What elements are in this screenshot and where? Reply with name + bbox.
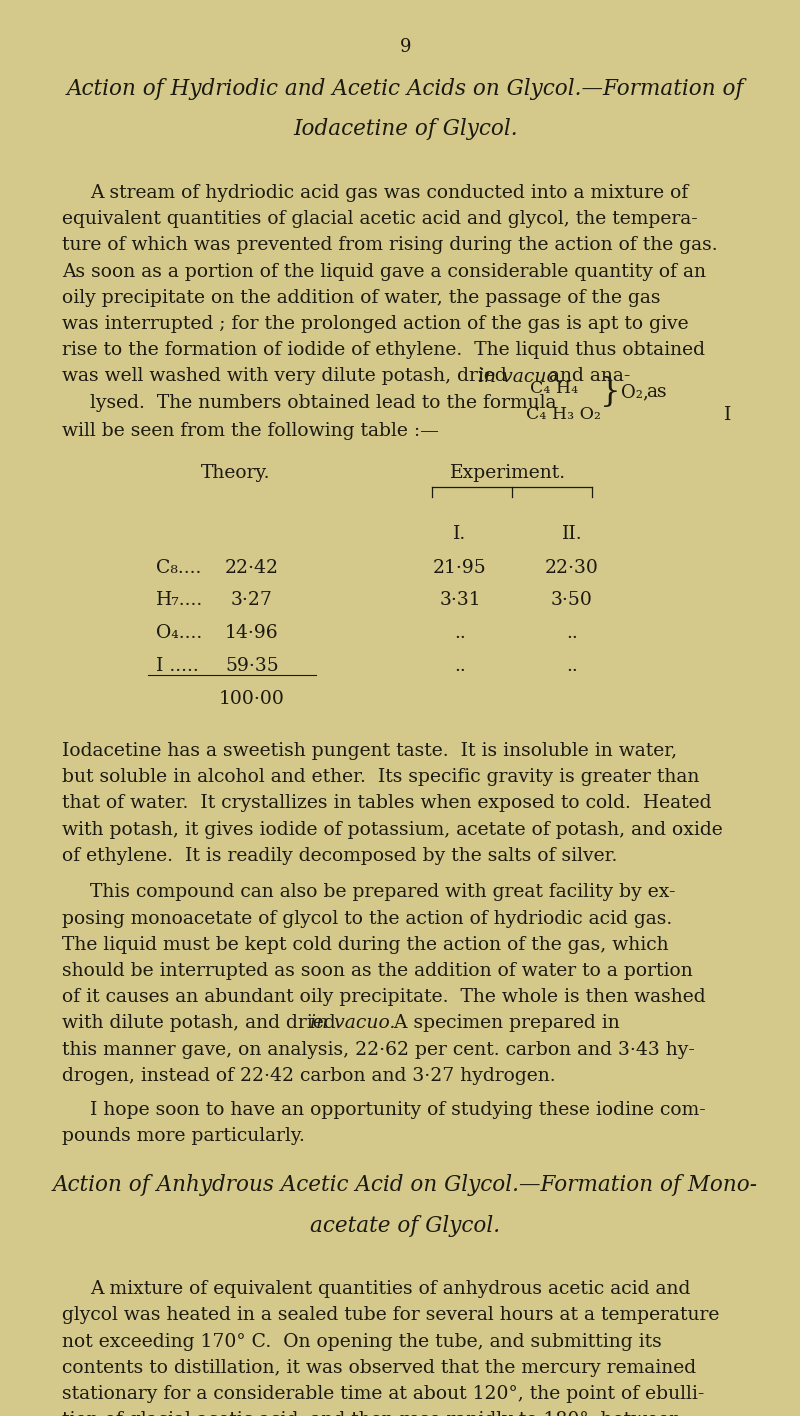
Text: of ethylene.  It is readily decomposed by the salts of silver.: of ethylene. It is readily decomposed by…: [62, 847, 618, 865]
Text: Action of Hydriodic and Acetic Acids on Glycol.—Formation of: Action of Hydriodic and Acetic Acids on …: [66, 78, 744, 101]
Text: II.: II.: [562, 524, 582, 542]
Text: ..: ..: [566, 624, 578, 641]
Text: I.: I.: [454, 524, 466, 542]
Text: Iodacetine has a sweetish pungent taste.  It is insoluble in water,: Iodacetine has a sweetish pungent taste.…: [62, 742, 678, 760]
Text: 3·31: 3·31: [439, 592, 481, 609]
Text: was interrupted ; for the prolonged action of the gas is apt to give: was interrupted ; for the prolonged acti…: [62, 314, 689, 333]
Text: tion of glacial acetic acid, and then rose rapidly to 180°, between: tion of glacial acetic acid, and then ro…: [62, 1412, 682, 1416]
Text: that of water.  It crystallizes in tables when exposed to cold.  Heated: that of water. It crystallizes in tables…: [62, 794, 712, 813]
Text: This compound can also be prepared with great facility by ex-: This compound can also be prepared with …: [90, 884, 676, 902]
Text: I .....: I .....: [156, 657, 198, 675]
Text: ..: ..: [566, 657, 578, 675]
Text: lysed.  The numbers obtained lead to the formula: lysed. The numbers obtained lead to the …: [90, 394, 557, 412]
Text: was well washed with very dilute potash, dried: was well washed with very dilute potash,…: [62, 367, 507, 385]
Text: pounds more particularly.: pounds more particularly.: [62, 1127, 306, 1146]
Text: as: as: [646, 384, 667, 401]
Text: Experiment.: Experiment.: [450, 464, 566, 483]
Text: ..: ..: [454, 624, 466, 641]
Text: posing monoacetate of glycol to the action of hydriodic acid gas.: posing monoacetate of glycol to the acti…: [62, 909, 673, 927]
Text: C₄ H₃ O₂: C₄ H₃ O₂: [526, 405, 602, 422]
Text: but soluble in alcohol and ether.  Its specific gravity is greater than: but soluble in alcohol and ether. Its sp…: [62, 767, 700, 786]
Text: drogen, instead of 22·42 carbon and 3·27 hydrogen.: drogen, instead of 22·42 carbon and 3·27…: [62, 1066, 556, 1085]
Text: O₄....: O₄....: [156, 624, 202, 641]
Text: A stream of hydriodic acid gas was conducted into a mixture of: A stream of hydriodic acid gas was condu…: [90, 184, 689, 202]
Text: with dilute potash, and dried: with dilute potash, and dried: [62, 1014, 336, 1032]
Text: 3·50: 3·50: [551, 592, 593, 609]
Text: rise to the formation of iodide of ethylene.  The liquid thus obtained: rise to the formation of iodide of ethyl…: [62, 341, 706, 360]
Text: A specimen prepared in: A specimen prepared in: [382, 1014, 620, 1032]
Text: 22·30: 22·30: [545, 558, 599, 576]
Text: A mixture of equivalent quantities of anhydrous acetic acid and: A mixture of equivalent quantities of an…: [90, 1280, 690, 1298]
Text: C₈....: C₈....: [156, 558, 202, 576]
Text: H₇....: H₇....: [156, 592, 203, 609]
Text: will be seen from the following table :—: will be seen from the following table :—: [62, 422, 439, 440]
Text: ture of which was prevented from rising during the action of the gas.: ture of which was prevented from rising …: [62, 236, 718, 255]
Text: 3·27: 3·27: [231, 592, 273, 609]
Text: }: }: [600, 377, 621, 408]
Text: Theory.: Theory.: [202, 464, 270, 483]
Text: glycol was heated in a sealed tube for several hours at a temperature: glycol was heated in a sealed tube for s…: [62, 1307, 720, 1324]
Text: Action of Anhydrous Acetic Acid on Glycol.—Formation of Mono-: Action of Anhydrous Acetic Acid on Glyco…: [53, 1174, 758, 1197]
Text: O₂,: O₂,: [621, 384, 649, 401]
Text: acetate of Glycol.: acetate of Glycol.: [310, 1215, 500, 1236]
Text: ..: ..: [454, 657, 466, 675]
Text: 59·35: 59·35: [225, 657, 279, 675]
Text: I: I: [724, 405, 731, 423]
Text: 21·95: 21·95: [433, 558, 487, 576]
Text: 9: 9: [399, 38, 411, 57]
Text: 22·42: 22·42: [225, 558, 279, 576]
Text: in vacuo.: in vacuo.: [310, 1014, 396, 1032]
Text: this manner gave, on analysis, 22·62 per cent. carbon and 3·43 hy-: this manner gave, on analysis, 22·62 per…: [62, 1041, 695, 1059]
Text: in vacuo,: in vacuo,: [478, 367, 564, 385]
Text: oily precipitate on the addition of water, the passage of the gas: oily precipitate on the addition of wate…: [62, 289, 661, 307]
Text: 100·00: 100·00: [219, 690, 285, 708]
Text: C₄ H₄: C₄ H₄: [530, 379, 578, 396]
Text: not exceeding 170° C.  On opening the tube, and submitting its: not exceeding 170° C. On opening the tub…: [62, 1332, 662, 1351]
Text: of it causes an abundant oily precipitate.  The whole is then washed: of it causes an abundant oily precipitat…: [62, 988, 706, 1007]
Text: 14·96: 14·96: [225, 624, 279, 641]
Text: and ana-: and ana-: [549, 367, 630, 385]
Text: contents to distillation, it was observed that the mercury remained: contents to distillation, it was observe…: [62, 1359, 697, 1376]
Text: The liquid must be kept cold during the action of the gas, which: The liquid must be kept cold during the …: [62, 936, 669, 954]
Text: should be interrupted as soon as the addition of water to a portion: should be interrupted as soon as the add…: [62, 961, 693, 980]
Text: stationary for a considerable time at about 120°, the point of ebulli-: stationary for a considerable time at ab…: [62, 1385, 705, 1403]
Text: I hope soon to have an opportunity of studying these iodine com-: I hope soon to have an opportunity of st…: [90, 1100, 706, 1119]
Text: equivalent quantities of glacial acetic acid and glycol, the tempera-: equivalent quantities of glacial acetic …: [62, 210, 698, 228]
Text: Iodacetine of Glycol.: Iodacetine of Glycol.: [293, 119, 518, 140]
Text: As soon as a portion of the liquid gave a considerable quantity of an: As soon as a portion of the liquid gave …: [62, 262, 706, 280]
Text: with potash, it gives iodide of potassium, acetate of potash, and oxide: with potash, it gives iodide of potassiu…: [62, 820, 723, 838]
